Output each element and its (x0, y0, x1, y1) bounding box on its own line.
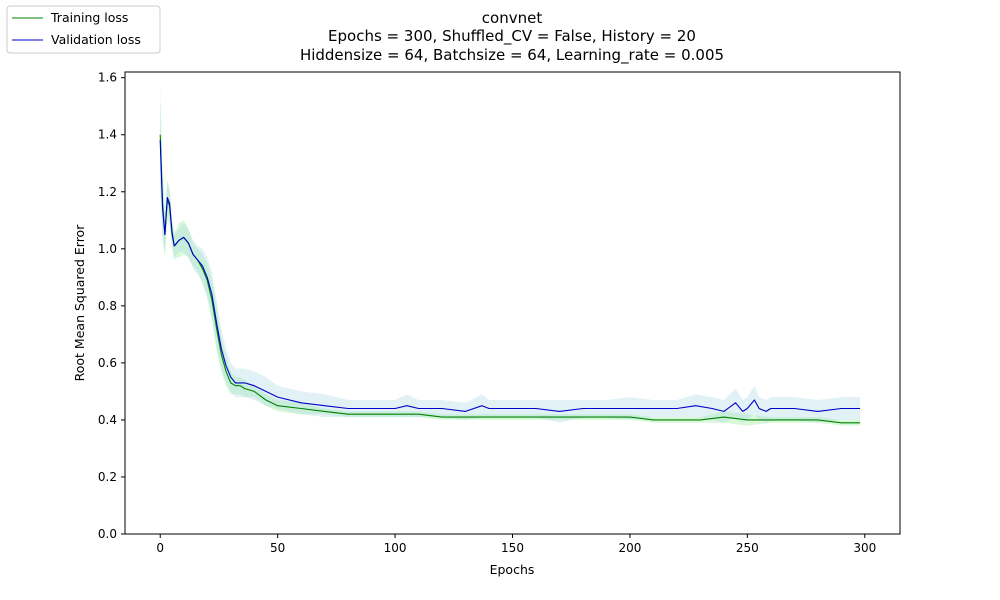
legend-frame (6, 5, 161, 54)
line-validation-loss (159, 140, 861, 412)
y-tick-label: 0.6 (98, 356, 117, 370)
confidence-bands (160, 86, 861, 426)
band-validation-loss (160, 97, 861, 423)
x-tick-label: 100 (384, 541, 407, 555)
legend-label-training-loss: Training loss (50, 10, 128, 25)
legend-label-validation-loss: Validation loss (51, 32, 141, 47)
x-tick-label: 200 (618, 541, 641, 555)
y-tick-label: 0.4 (98, 413, 117, 427)
x-tick-label: 300 (853, 541, 876, 555)
y-tick-label: 0.8 (98, 299, 117, 313)
chart-subtitle-line-1: Epochs = 300, Shuffled_CV = False, Histo… (328, 27, 696, 46)
x-tick-label: 150 (501, 541, 524, 555)
x-tick-label: 0 (156, 541, 164, 555)
chart-title: convnet (482, 9, 543, 27)
legend: Training loss Validation loss (6, 5, 161, 54)
band-training-loss (160, 86, 861, 426)
y-tick-label: 1.2 (98, 185, 117, 199)
chart-subtitle-line-2: Hiddensize = 64, Batchsize = 64, Learnin… (300, 46, 724, 65)
series-lines (159, 134, 861, 424)
plot-area-frame (124, 71, 901, 535)
chart-title-block: convnet Epochs = 300, Shuffled_CV = Fals… (300, 9, 724, 65)
y-tick-label: 1.6 (98, 71, 117, 85)
x-axis-label: Epochs (490, 562, 535, 577)
y-tick-label: 1.4 (98, 128, 117, 142)
x-tick-label: 250 (736, 541, 759, 555)
y-axis-label: Root Mean Squared Error (72, 224, 87, 382)
x-axis: 0 50 100 150 200 250 300 (156, 534, 876, 555)
y-tick-label: 1.0 (98, 242, 117, 256)
y-tick-label: 0.2 (98, 470, 117, 484)
y-axis: 0.0 0.2 0.4 0.6 0.8 1.0 1.2 1.4 1.6 (98, 71, 125, 541)
x-tick-label: 50 (270, 541, 285, 555)
y-tick-label: 0.0 (98, 527, 117, 541)
